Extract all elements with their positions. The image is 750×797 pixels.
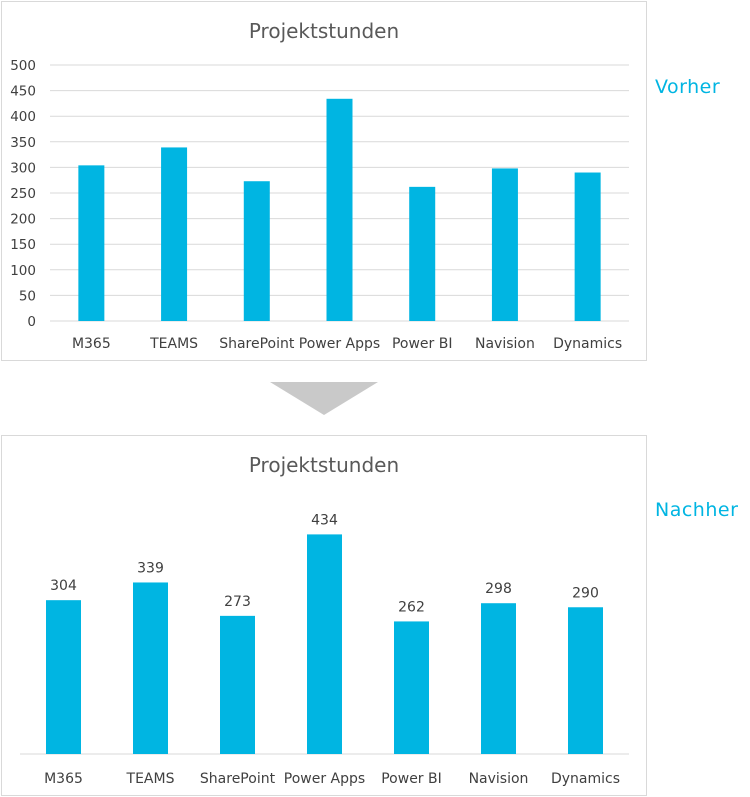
x-tick-label: M365 [72, 336, 111, 352]
x-tick-label: Navision [469, 771, 529, 787]
y-tick-label: 500 [10, 58, 36, 74]
y-tick-label: 400 [10, 109, 36, 125]
chart-after: Projektstunden M365 304 TEAMS 339 SharePoint 2… [20, 453, 629, 787]
bar [574, 172, 601, 321]
after-label: Nachher [655, 499, 739, 521]
data-label: 434 [311, 512, 338, 528]
bar [481, 603, 516, 754]
bar [491, 168, 518, 321]
data-label: 339 [137, 560, 164, 576]
chart-after-panel: Projektstunden M365 304 TEAMS 339 SharePoint 2… [1, 435, 647, 796]
bar [161, 147, 188, 321]
x-tick-label: Navision [475, 336, 535, 352]
bar [409, 186, 436, 321]
x-tick-label: TEAMS [149, 336, 198, 352]
data-label: 262 [398, 599, 425, 615]
y-tick-label: 350 [10, 135, 36, 151]
x-tick-label: Power BI [381, 771, 442, 787]
bar [326, 98, 353, 322]
bar [243, 181, 270, 321]
before-label: Vorher [655, 76, 721, 98]
x-tick-label: TEAMS [126, 771, 175, 787]
y-tick-label: 450 [10, 84, 36, 100]
bar [220, 615, 255, 754]
bar [307, 534, 342, 754]
x-tick-label: Power Apps [299, 336, 380, 352]
bar [133, 582, 168, 754]
chart-title: Projektstunden [249, 19, 399, 43]
data-label: 290 [572, 585, 599, 601]
bar [568, 607, 603, 754]
bar [394, 621, 429, 754]
x-tick-label: SharePoint [219, 336, 295, 352]
x-tick-label: Dynamics [551, 771, 620, 787]
x-tick-label: Dynamics [553, 336, 622, 352]
data-label: 273 [224, 594, 251, 610]
down-arrow-icon [270, 382, 378, 415]
chart-before-panel: Projektstunden 0 50 100 150 200 250 300 350 400 45… [1, 1, 647, 361]
y-tick-label: 0 [27, 314, 36, 330]
y-tick-label: 300 [10, 160, 36, 176]
chart-title: Projektstunden [249, 453, 399, 477]
y-tick-label: 150 [10, 237, 36, 253]
bar [78, 165, 105, 321]
data-label: 298 [485, 581, 512, 597]
x-tick-label: Power Apps [284, 771, 365, 787]
x-tick-label: M365 [44, 771, 83, 787]
y-tick-label: 200 [10, 212, 36, 228]
bar [46, 600, 81, 754]
x-tick-label: Power BI [392, 336, 453, 352]
y-tick-label: 100 [10, 263, 36, 279]
chart-before: Projektstunden 0 50 100 150 200 250 300 350 400 45… [10, 19, 629, 352]
data-label: 304 [50, 578, 77, 594]
y-tick-label: 250 [10, 186, 36, 202]
y-tick-label: 50 [19, 288, 36, 304]
x-tick-label: SharePoint [200, 771, 276, 787]
